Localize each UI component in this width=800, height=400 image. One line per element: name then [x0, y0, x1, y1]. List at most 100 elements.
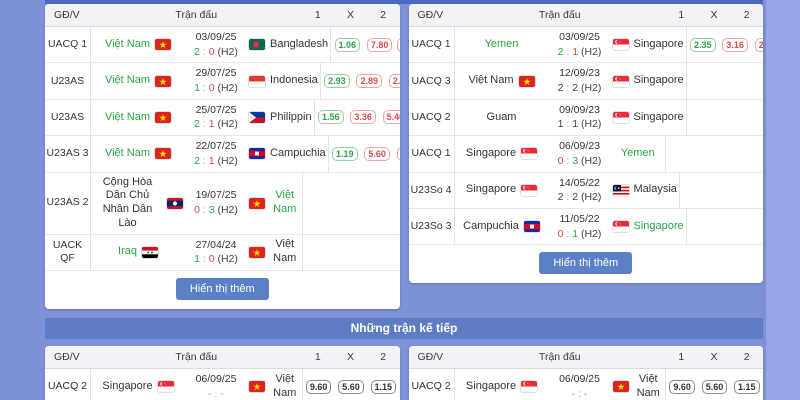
home-team-cell: Việt Nam	[91, 108, 185, 128]
home-score: 2	[194, 45, 200, 58]
away-team-name: Yemen	[620, 146, 655, 159]
odds-cell: 1.06 7.8020.00	[330, 27, 400, 63]
odds-2-button[interactable]: 5.40	[382, 110, 400, 125]
column-header-stage: GĐ/V	[417, 350, 444, 363]
stage-label: UACQ 2	[45, 368, 91, 400]
home-score: 1	[557, 118, 564, 131]
match-row[interactable]: UACQ 2 Singapore 06/09/25- : - Việt Nam 9.60…	[408, 368, 763, 400]
match-row[interactable]: U23AS Việt Nam 25/07/25 2 : 1 (H2) Philippin…	[45, 99, 400, 137]
home-team-name: Việt Nam	[104, 74, 151, 87]
odds-1-button[interactable]: 9.60	[305, 379, 332, 394]
home-team-cell: Singapore	[455, 180, 549, 200]
odds-x-button[interactable]: 3.36	[350, 110, 376, 125]
away-team-name: Singapore	[633, 37, 684, 50]
away-score: 0	[208, 82, 215, 95]
home-score: 2	[557, 45, 564, 58]
upcoming-panel-left: GĐ/V Trận đấu 1 X 2 UACQ 2 Singapore 06/09…	[45, 345, 400, 400]
match-row[interactable]: UACQ 1 Yemen 03/09/25 2 : 1 (H2) Singapore 2.…	[408, 27, 763, 64]
match-row[interactable]: U23AS 2 Cộng Hòa Dân Chủ Nhân Dân Lào 19/0…	[45, 172, 400, 235]
odds-x-button[interactable]: 5.60	[338, 379, 364, 394]
flag-vn-icon	[155, 39, 172, 51]
home-team-name: Campuchia	[463, 219, 519, 232]
match-date-score: 27/04/24 1 : 0 (H2)	[185, 235, 247, 270]
show-more-button[interactable]: Hiển thị thêm	[175, 277, 269, 300]
score-separator: :	[199, 45, 209, 58]
away-team-cell: Philippin	[247, 108, 314, 128]
odds-1-button[interactable]: 2.93	[324, 74, 350, 89]
table-header: GĐ/V Trận đấu 1 X 2	[45, 345, 400, 369]
home-team-cell: Singapore	[455, 377, 549, 397]
score-half-label: (H2)	[214, 118, 238, 131]
show-more-button[interactable]: Hiển thị thêm	[539, 252, 633, 275]
odds-1-button[interactable]: 1.56	[317, 110, 344, 125]
odds-cell: 1.19 5.60 9.40	[327, 136, 400, 172]
odds-2-button[interactable]: 9.40	[396, 146, 400, 161]
flag-sg-icon	[612, 111, 629, 123]
match-row[interactable]: UACQ 3 Việt Nam 12/09/23 2 : 2 (H2) Singapor…	[408, 63, 763, 100]
away-team-cell: Singapore	[611, 71, 686, 91]
away-team-name: Singapore	[633, 110, 684, 123]
score-separator: :	[563, 82, 573, 95]
home-team-name: Việt Nam	[104, 37, 151, 50]
match-date-score: 11/05/22 0 : 1 (H2)	[549, 209, 611, 244]
odds-1-button[interactable]: 1.06	[334, 37, 361, 52]
match-row[interactable]: U23So 4 Singapore 14/05/22 2 : 2 (H2) Malays…	[408, 172, 763, 209]
match-row[interactable]: U23AS Việt Nam 29/07/25 1 : 0 (H2) Indonesia…	[45, 63, 400, 100]
column-header-1: 1	[314, 9, 321, 21]
column-header-2: 2	[743, 350, 750, 363]
odds-2-button[interactable]: 2.44	[754, 37, 763, 52]
column-header-stage: GĐ/V	[54, 350, 80, 363]
match-date-score: 22/07/25 2 : 1 (H2)	[185, 136, 247, 171]
odds-x-button[interactable]: 5.60	[701, 379, 728, 394]
match-row[interactable]: UACQ 1 Việt Nam 03/09/25 2 : 0 (H2) Banglade…	[45, 27, 400, 64]
score-half-label: (H2)	[214, 82, 238, 95]
match-rows: UACQ 1 Việt Nam 03/09/25 2 : 0 (H2) Banglade…	[45, 27, 400, 271]
match-row[interactable]: UACQ 2 Guam 09/09/23 1 : 1 (H2) Singapore	[408, 99, 763, 137]
odds-1-button[interactable]: 9.60	[669, 379, 695, 394]
home-score: 1	[194, 82, 200, 95]
stage-label: U23AS	[45, 99, 91, 136]
away-team-name: Philippin	[270, 110, 312, 123]
away-team-name: Singapore	[633, 74, 684, 87]
match-score: 2 : 2 (H2)	[549, 81, 611, 96]
away-score: 0	[208, 45, 215, 58]
odds-x-button[interactable]: 5.60	[364, 146, 390, 161]
match-score: 1 : 0 (H2)	[185, 252, 247, 267]
away-team-name: Việt Nam	[273, 189, 297, 215]
odds-2-button[interactable]: 2.30	[388, 74, 400, 89]
odds-1-button[interactable]: 1.19	[332, 146, 358, 161]
odds-1-button[interactable]: 2.35	[690, 37, 716, 52]
away-score: 0	[208, 253, 215, 266]
home-team-name: Việt Nam	[468, 74, 514, 87]
column-header-x: X	[346, 9, 354, 21]
odds-x-button[interactable]: 3.16	[722, 37, 748, 52]
odds-x-button[interactable]: 7.80	[366, 37, 393, 52]
match-row[interactable]: U23AS 3 Việt Nam 22/07/25 2 : 1 (H2) Campuch…	[45, 136, 400, 173]
score-half-label: (H2)	[578, 154, 602, 167]
score-separator: :	[211, 387, 221, 400]
match-score: 1 : 1 (H2)	[549, 117, 611, 132]
flag-sg-icon	[612, 221, 629, 233]
odds-cell: 1.56 3.36 5.40	[313, 99, 400, 136]
home-team-name: Singapore	[465, 146, 517, 159]
column-header-stage: GĐ/V	[54, 9, 80, 21]
match-date-score: 03/09/25 2 : 1 (H2)	[549, 27, 611, 62]
match-row[interactable]: UACQ 1 Singapore 06/09/23 0 : 3 (H2) Yemen	[408, 136, 763, 173]
odds-2-button[interactable]: 1.15	[734, 379, 760, 394]
column-header-x: X	[710, 9, 718, 21]
match-row[interactable]: UACK QF Iraq 27/04/24 1 : 0 (H2) Việt Nam	[45, 234, 400, 271]
match-score: - : -	[549, 387, 611, 400]
odds-2-button[interactable]: 20.00	[396, 37, 400, 52]
odds-2-button[interactable]: 1.15	[370, 379, 397, 394]
away-team-cell: Singapore	[611, 108, 686, 128]
home-score: 1	[194, 253, 200, 266]
match-row[interactable]: U23So 3 Campuchia 11/05/22 0 : 1 (H2) Singap…	[408, 208, 763, 246]
odds-cell	[301, 172, 400, 234]
match-score: - : -	[185, 387, 247, 400]
odds-x-button[interactable]: 2.89	[356, 74, 382, 89]
away-score: 2	[572, 191, 579, 204]
column-header-x: X	[710, 350, 718, 363]
match-row[interactable]: UACQ 2 Singapore 06/09/25- : - Việt Nam 9.60…	[45, 368, 400, 400]
away-team-cell: Việt Nam	[247, 370, 302, 400]
